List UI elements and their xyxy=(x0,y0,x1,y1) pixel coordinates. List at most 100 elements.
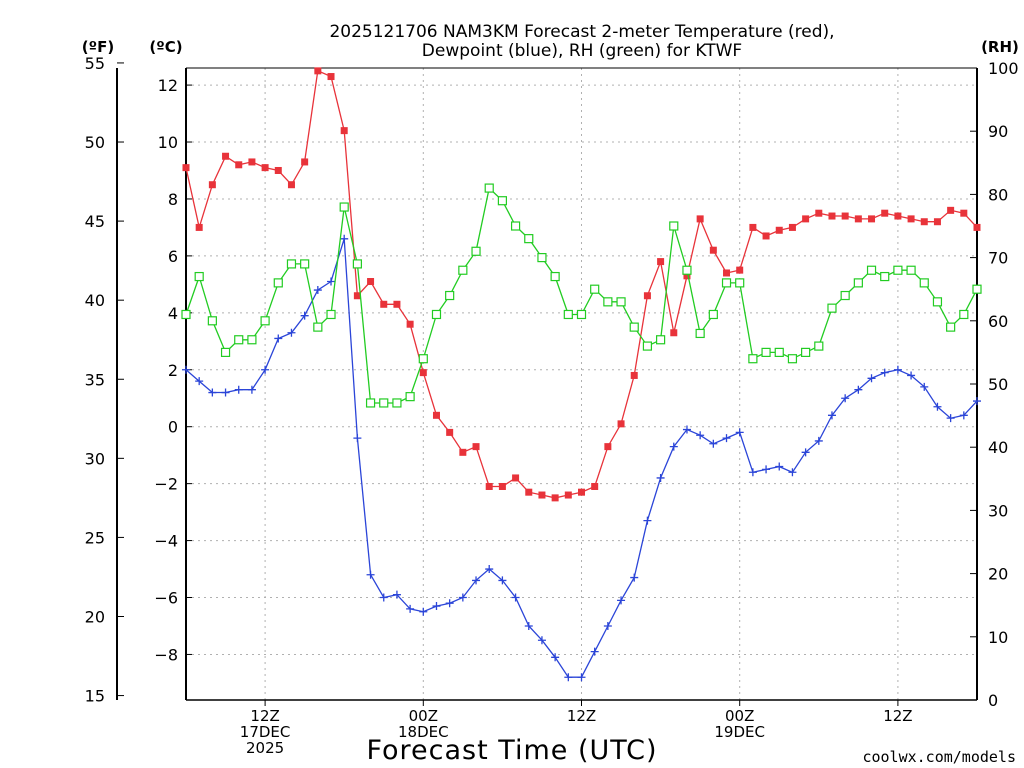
data-point-marker xyxy=(946,414,955,423)
data-point-marker xyxy=(736,266,744,274)
series-rh xyxy=(181,183,982,408)
rh-tick-label: 70 xyxy=(988,249,1008,268)
data-point-marker xyxy=(458,265,468,275)
celsius-tick-label: 4 xyxy=(168,304,178,323)
data-point-marker xyxy=(379,593,388,602)
data-point-marker xyxy=(406,604,415,613)
x-axis-title: Forecast Time (UTC) xyxy=(366,735,657,766)
data-point-marker xyxy=(814,436,823,445)
data-point-marker xyxy=(432,411,440,419)
data-point-marker xyxy=(392,398,402,408)
data-point-marker xyxy=(418,354,428,364)
x-tick-label: 18DEC xyxy=(398,723,449,741)
data-point-marker xyxy=(247,335,257,345)
data-point-marker xyxy=(445,290,455,301)
rh-tick-label: 30 xyxy=(988,501,1008,520)
celsius-tick-label: −2 xyxy=(154,475,178,494)
chart-title-line2: Dewpoint (blue), RH (green) for KTWF xyxy=(422,41,742,61)
data-point-marker xyxy=(498,576,507,585)
fahrenheit-tick-label: 25 xyxy=(85,528,105,547)
data-point-marker xyxy=(920,218,928,226)
data-point-marker xyxy=(406,320,414,328)
data-point-marker xyxy=(551,494,559,502)
data-point-marker xyxy=(919,278,929,288)
data-point-marker xyxy=(340,127,348,135)
x-tick-label: 12Z xyxy=(883,707,912,725)
data-point-marker xyxy=(446,428,454,436)
fahrenheit-tick-label: 50 xyxy=(85,133,105,152)
data-point-marker xyxy=(485,565,494,574)
data-point-marker xyxy=(827,411,836,420)
data-point-marker xyxy=(708,309,718,320)
data-point-marker xyxy=(815,209,823,217)
data-point-marker xyxy=(287,181,295,189)
data-point-marker xyxy=(656,473,665,482)
data-point-marker xyxy=(866,265,877,275)
data-point-marker xyxy=(524,234,534,244)
celsius-tick-label: 12 xyxy=(158,76,178,95)
data-point-marker xyxy=(643,292,651,300)
data-point-marker xyxy=(669,221,679,231)
data-point-marker xyxy=(591,482,599,490)
data-point-marker xyxy=(235,161,243,169)
data-point-marker xyxy=(761,347,771,357)
rh-tick-label: 50 xyxy=(988,375,1008,394)
data-point-marker xyxy=(511,593,520,602)
data-point-marker xyxy=(550,271,560,282)
data-point-marker xyxy=(762,465,771,474)
fahrenheit-tick-label: 20 xyxy=(85,607,105,626)
data-point-marker xyxy=(868,215,876,223)
data-point-marker xyxy=(274,166,282,174)
x-tick-label: 00Z xyxy=(409,707,438,725)
data-point-marker xyxy=(365,398,376,408)
data-point-marker xyxy=(775,226,783,234)
data-point-marker xyxy=(551,653,560,662)
data-point-marker xyxy=(405,392,415,402)
data-point-marker xyxy=(840,290,850,301)
data-point-marker xyxy=(973,223,981,231)
data-point-marker xyxy=(497,196,507,206)
data-point-marker xyxy=(960,209,968,217)
data-point-marker xyxy=(709,246,717,254)
data-point-marker xyxy=(670,329,678,337)
data-point-marker xyxy=(749,223,757,231)
data-point-marker xyxy=(445,599,454,608)
data-point-marker xyxy=(538,491,546,499)
celsius-tick-label: 8 xyxy=(168,190,178,209)
data-point-marker xyxy=(564,491,572,499)
data-point-marker xyxy=(617,420,625,428)
fahrenheit-tick-label: 45 xyxy=(85,212,105,231)
data-point-marker xyxy=(182,164,190,172)
rh-tick-label: 100 xyxy=(988,59,1019,78)
data-point-marker xyxy=(248,158,256,166)
celsius-tick-label: −4 xyxy=(154,532,178,551)
data-point-marker xyxy=(340,234,349,243)
data-point-marker xyxy=(841,394,850,403)
data-point-marker xyxy=(590,284,600,294)
data-point-marker xyxy=(537,636,546,645)
data-point-marker xyxy=(261,365,270,374)
data-point-marker xyxy=(220,347,231,357)
data-point-marker xyxy=(485,482,493,490)
data-point-marker xyxy=(577,673,586,682)
data-point-marker xyxy=(775,462,784,471)
data-point-marker xyxy=(419,607,428,616)
data-point-marker xyxy=(774,347,784,357)
data-point-marker xyxy=(498,482,506,490)
data-point-marker xyxy=(327,277,336,286)
x-tick-label: 2025 xyxy=(246,739,284,757)
data-point-marker xyxy=(682,265,692,275)
series-temperature xyxy=(182,67,981,502)
data-point-marker xyxy=(801,347,811,357)
data-point-marker xyxy=(458,593,467,602)
data-point-marker xyxy=(642,341,653,351)
data-point-marker xyxy=(287,328,296,337)
data-point-marker xyxy=(695,328,705,339)
data-point-marker xyxy=(471,246,481,256)
data-point-marker xyxy=(314,67,322,75)
data-point-marker xyxy=(721,278,732,288)
data-point-marker xyxy=(880,271,890,282)
data-point-marker xyxy=(683,272,691,280)
x-tick-label: 00Z xyxy=(725,707,754,725)
series-dewpoint xyxy=(182,234,981,682)
